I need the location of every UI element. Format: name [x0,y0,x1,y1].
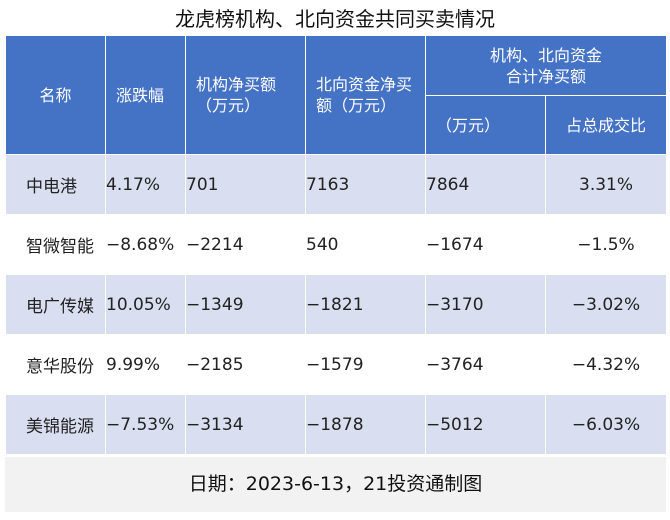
cell-inst: 701 [185,154,306,215]
cell-change: 9.99% [105,334,186,395]
header-inst-line2: （万元） [196,96,261,115]
header-combined-ratio: 占总成交比 [544,95,668,155]
table-row: 智微智能 −8.68% −2214 540 −1674 −1.5% [5,214,668,275]
cell-total: −3764 [425,334,546,395]
header-north-line1: 北向资金净买 [316,75,413,94]
table-row: 美锦能源 −7.53% −3134 −1878 −5012 −6.03% [5,394,668,455]
cell-inst: −1349 [185,274,306,335]
cell-ratio: −3.02% [544,274,668,335]
cell-north: 540 [305,214,426,275]
header-inst-line1: 机构净买额 [196,75,277,94]
header-north: 北向资金净买 额（万元） [305,35,426,155]
cell-change: 4.17% [105,154,186,215]
cell-total: −5012 [425,394,546,455]
footer-caption: 日期：2023-6-13，21投资通制图 [5,457,666,512]
cell-total: −1674 [425,214,546,275]
header-combined-line1: 机构、北向资金 [490,45,603,65]
cell-change: 10.05% [105,274,186,335]
header-combined: 机构、北向资金 合计净买额 [424,35,668,96]
cell-change: −8.68% [105,214,186,275]
cell-inst: −2185 [185,334,306,395]
header-combined-amount: （万元） [425,95,546,155]
cell-north: −1821 [305,274,426,335]
cell-name: 美锦能源 [5,394,106,455]
cell-change: −7.53% [105,394,186,455]
cell-north: 7163 [305,154,426,215]
cell-total: −3170 [425,274,546,335]
table-row: 意华股份 9.99% −2185 −1579 −3764 −4.32% [5,334,668,395]
header-name: 名称 [5,35,106,155]
trading-table: 名称 涨跌幅 机构净买额 （万元） 北向资金净买 额（万元） 机构、北向资金 合… [5,35,668,455]
cell-ratio: 3.31% [544,154,668,215]
cell-ratio: −6.03% [544,394,668,455]
cell-ratio: −1.5% [544,214,668,275]
cell-total: 7864 [425,154,546,215]
cell-name: 智微智能 [5,214,106,275]
header-change: 涨跌幅 [105,35,186,155]
cell-name: 意华股份 [5,334,106,395]
cell-north: −1579 [305,334,426,395]
table-title: 龙虎榜机构、北向资金共同买卖情况 [175,7,495,31]
cell-name: 中电港 [5,154,106,215]
header-combined-line2: 合计净买额 [506,66,587,86]
table-row: 电广传媒 10.05% −1349 −1821 −3170 −3.02% [5,274,668,335]
header-north-line2: 额（万元） [316,96,397,115]
cell-inst: −3134 [185,394,306,455]
cell-name: 电广传媒 [5,274,106,335]
cell-north: −1878 [305,394,426,455]
table-row: 中电港 4.17% 701 7163 7864 3.31% [5,154,668,215]
header-inst: 机构净买额 （万元） [185,35,306,155]
cell-inst: −2214 [185,214,306,275]
cell-ratio: −4.32% [544,334,668,395]
